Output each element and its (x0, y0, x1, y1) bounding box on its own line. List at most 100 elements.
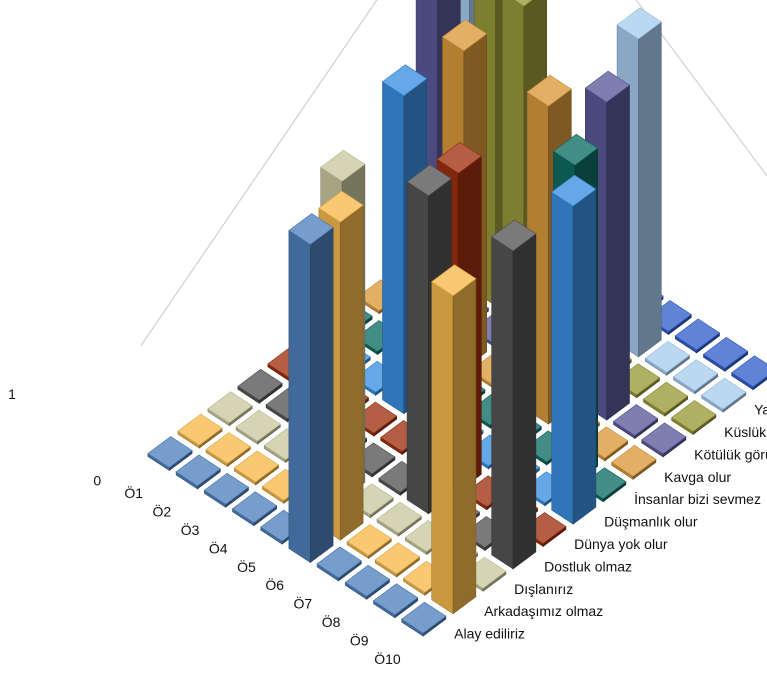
bar-face-top (288, 213, 334, 245)
bar-9-10 (701, 377, 747, 413)
bar-8-10 (672, 359, 719, 395)
bar-2-0 (203, 472, 250, 508)
bar-face-top (616, 7, 662, 40)
bar-9-8 (641, 422, 687, 458)
bar-face-right (309, 226, 334, 564)
bar-2-1 (233, 450, 280, 486)
bar-face-top (233, 450, 280, 483)
bar-face-top (671, 400, 717, 432)
bar-face-top (701, 377, 747, 410)
bar-face-right (339, 204, 364, 541)
bar-face-top (372, 583, 419, 616)
series-label: Küslük olur (724, 424, 767, 440)
bar-face-right (606, 84, 630, 421)
bar-face-top (203, 472, 250, 505)
z-tick-label: 0 (93, 472, 101, 488)
bar-face-top (551, 174, 597, 207)
bar-face-right (638, 21, 662, 358)
category-tick-label: Ö4 (209, 539, 228, 556)
bar-face-top (406, 164, 452, 197)
bar-face-top (235, 409, 281, 442)
bar-8-9 (642, 381, 689, 417)
bar-face-top (381, 64, 428, 97)
series-label: Düşmanlık olur (604, 514, 698, 530)
bar-face-top (175, 454, 221, 487)
bar-face-top (431, 264, 477, 297)
bar-9-5 (551, 174, 597, 525)
series-label: Dünya yok olur (574, 536, 668, 552)
category-tick-label: Ö10 (374, 650, 401, 667)
bar-0-2 (207, 391, 253, 427)
bar-7-1 (374, 542, 421, 578)
bar-face-top (401, 601, 447, 634)
bar-9-0 (401, 601, 447, 637)
bar-face-top (205, 432, 251, 464)
bar-face-right (572, 188, 597, 525)
bar-face-left (431, 281, 454, 615)
category-tick-label: Ö7 (294, 595, 313, 612)
bar-face-top (611, 444, 657, 477)
series-label: Arkadaşımız olmaz (484, 603, 603, 619)
bar-face-right (752, 375, 767, 391)
bar-9-9 (671, 400, 717, 436)
bar-face-left (491, 236, 514, 570)
bar-face-top (436, 141, 482, 174)
bar-face-top (641, 422, 687, 455)
bar-9-3 (491, 219, 537, 570)
bar-face-top (491, 219, 537, 252)
bar-6-1 (346, 524, 392, 560)
bar-face-top (344, 564, 391, 597)
back-wall-outline (140, 0, 767, 346)
series-label: Dostluk olmaz (544, 558, 632, 574)
bar-face-top (514, 0, 533, 7)
bar-8-11 (702, 336, 749, 372)
category-tick-label: Ö8 (322, 613, 341, 630)
bar-face-top (731, 355, 767, 388)
chart-marks (147, 0, 767, 637)
bar-face-top (584, 70, 631, 103)
bar-face-top (612, 404, 659, 436)
bar-face-top (672, 359, 719, 392)
bar-7-11 (674, 318, 721, 354)
bar-face-top (644, 340, 691, 373)
bar-1-2 (235, 409, 281, 445)
series-label: Alay ediliriz (454, 626, 525, 642)
series-label: Yalnız kalırız (754, 402, 767, 418)
bar-1-1 (205, 432, 251, 468)
bar-9-7 (611, 444, 657, 480)
bar-face-right (512, 233, 537, 570)
category-tick-label: Ö5 (237, 558, 256, 575)
bar-6-0 (316, 546, 362, 582)
bar-face-left (551, 191, 574, 525)
bar-face-top (207, 391, 253, 424)
bar-face-top (231, 491, 278, 524)
bar-face-top (702, 336, 749, 369)
bar-face-top (237, 368, 283, 401)
chart-labels: Ö1 Ö2 Ö3 Ö4 Ö5 Ö6 Ö7 Ö8 Ö9 Ö10 Alay ediliriz Arkada… (8, 386, 767, 667)
bar-9-11 (731, 355, 767, 391)
bar-face-left (288, 229, 311, 564)
bar-3-0 (231, 491, 278, 527)
series-label: İnsanlar bizi sevmez (634, 490, 761, 507)
bar-5-0 (288, 213, 334, 564)
category-tick-label: Ö3 (181, 521, 200, 538)
bar-1-0 (175, 454, 221, 490)
bar-face-top (374, 542, 421, 575)
bar-6-2 (376, 501, 422, 537)
series-label: Dışlanırız (514, 581, 573, 597)
bar-9-1 (431, 264, 477, 615)
bar-0-0 (147, 436, 193, 472)
category-tick-label: Ö2 (153, 503, 172, 520)
bar-face-top (642, 381, 689, 414)
bar-face-top (316, 546, 362, 579)
bar-7-0 (344, 564, 391, 600)
bar-face-top (526, 74, 572, 107)
bar-0-1 (177, 413, 223, 449)
bar-8-8 (612, 404, 659, 440)
bar-face-top (318, 190, 364, 223)
bar-face-top (552, 133, 599, 166)
series-label: Kavga olur (664, 469, 731, 485)
category-tick-label: Ö1 (124, 484, 143, 501)
